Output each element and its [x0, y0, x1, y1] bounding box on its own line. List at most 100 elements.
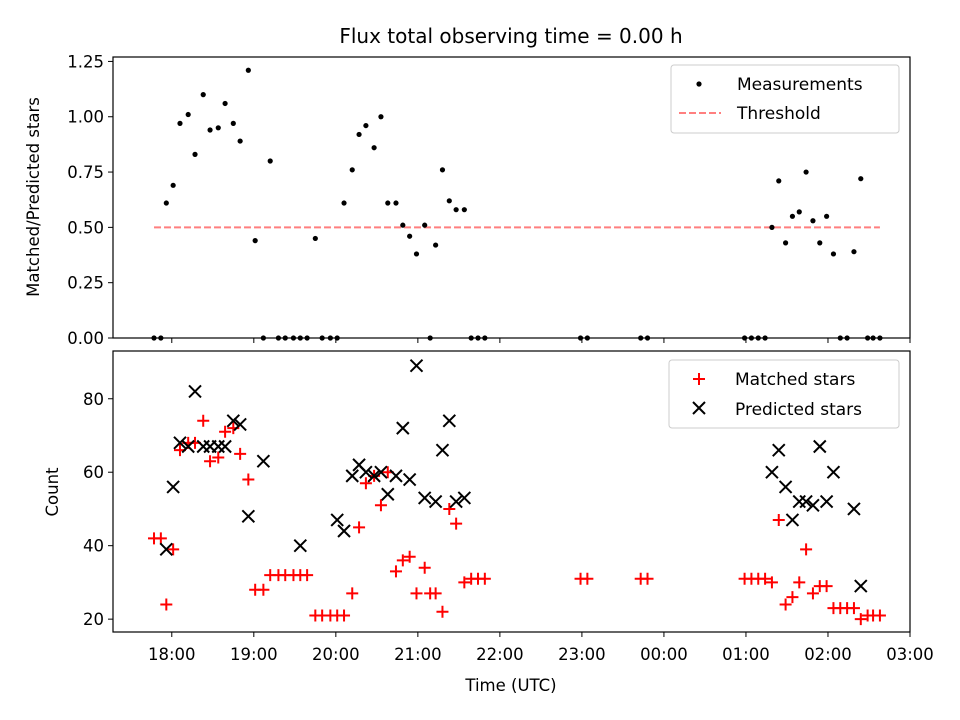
- measurement-point: [341, 200, 347, 206]
- predicted-star-point: [226, 414, 241, 428]
- matched-star-point: [403, 550, 416, 563]
- matched-star-point: [581, 572, 594, 585]
- measurement-point: [422, 222, 428, 228]
- predicted-stars-points: [159, 358, 868, 593]
- x-tick-label: 01:00: [722, 645, 770, 664]
- top-panel: 0.00 0.25 0.50 0.75 1.00 1.25 Matched/Predict…: [24, 52, 911, 348]
- predicted-star-point: [428, 494, 443, 509]
- matched-star-point: [204, 455, 217, 468]
- measurement-point: [433, 242, 439, 248]
- measurement-point: [267, 158, 273, 164]
- measurement-point: [215, 125, 221, 131]
- measurement-point: [230, 120, 236, 126]
- predicted-star-point: [826, 465, 841, 479]
- measurement-point: [803, 169, 809, 175]
- predicted-star-point: [241, 509, 256, 524]
- matched-star-point: [167, 543, 180, 556]
- chart-title: Flux total observing time = 0.00 h: [339, 24, 682, 48]
- matched-star-point: [160, 598, 173, 611]
- predicted-star-point: [402, 472, 417, 487]
- bottom-y-tick-label: 40: [83, 537, 104, 556]
- legend-threshold-label: Threshold: [736, 104, 821, 124]
- matched-star-point: [854, 613, 867, 626]
- predicted-star-point: [374, 465, 388, 479]
- predicted-star-point: [785, 513, 800, 527]
- legend-predicted-label: Predicted stars: [735, 400, 862, 420]
- predicted-star-point: [233, 417, 247, 432]
- matched-star-point: [346, 587, 359, 600]
- measurement-point: [453, 207, 459, 213]
- matched-star-point: [800, 543, 813, 556]
- matched-star-point: [353, 521, 366, 534]
- x-tick-label: 03:00: [886, 645, 934, 664]
- predicted-star-point: [389, 469, 403, 483]
- x-tick-label: 02:00: [804, 645, 852, 664]
- matched-star-point: [458, 576, 471, 589]
- matched-star-point: [779, 598, 792, 611]
- measurement-point: [207, 127, 213, 133]
- top-panel-frame: [112, 56, 911, 339]
- measurement-point: [185, 111, 191, 118]
- bottom-y-axis-label: Count: [43, 467, 62, 517]
- measurement-point: [413, 251, 420, 257]
- top-y-axis-label: Matched/Predicted stars: [24, 97, 43, 297]
- predicted-star-point: [435, 443, 450, 457]
- predicted-star-point: [442, 414, 457, 428]
- x-tick-label: 00:00: [640, 645, 688, 664]
- measurement-point: [830, 251, 837, 257]
- bottom-x-axis: 18:00 19:00 20:00 21:00 22:00 23:00 00:00 01:00…: [148, 632, 934, 664]
- predicted-star-point: [218, 439, 232, 454]
- predicted-star-point: [457, 491, 472, 505]
- measurement-point: [363, 122, 369, 129]
- legend-predicted-marker: [692, 401, 706, 415]
- bottom-legend-box: [668, 359, 900, 429]
- predicted-star-point: [330, 513, 344, 527]
- matched-star-point: [212, 451, 225, 464]
- predicted-star-point: [806, 498, 820, 512]
- measurement-point: [824, 213, 830, 219]
- top-y-tick-label: 0.00: [67, 329, 104, 348]
- measurement-point: [245, 67, 251, 73]
- matched-star-point: [374, 499, 387, 512]
- measurement-point: [858, 176, 864, 182]
- predicted-star-point: [819, 494, 834, 509]
- measurement-point: [177, 120, 183, 126]
- matched-star-point: [219, 425, 232, 438]
- predicted-star-point: [765, 465, 779, 479]
- measurement-point: [170, 182, 176, 188]
- matched-star-point: [772, 513, 785, 526]
- x-axis-label: Time (UTC): [464, 676, 556, 695]
- measurement-point: [796, 209, 802, 215]
- matched-star-point: [197, 414, 210, 427]
- bottom-panel: 20 40 60 80 18:00 19:00 20:00 21:00 22:00 23:00 0…: [43, 350, 934, 695]
- measurement-point: [371, 145, 377, 151]
- matched-star-point: [257, 583, 270, 596]
- top-y-tick-label: 0.50: [67, 218, 104, 237]
- predicted-star-point: [256, 454, 271, 468]
- bottom-y-tick-label: 80: [83, 390, 104, 409]
- matched-star-point: [641, 572, 654, 585]
- measurement-point: [200, 92, 206, 98]
- predicted-star-point: [173, 436, 187, 450]
- measurement-point: [222, 100, 228, 107]
- legend-measurements-label: Measurements: [737, 75, 863, 95]
- top-y-tick-label: 1.00: [67, 108, 104, 127]
- predicted-star-point: [778, 480, 793, 494]
- matched-star-point: [820, 580, 833, 593]
- predicted-star-point: [813, 439, 827, 454]
- bottom-legend: Matched stars Predicted stars: [668, 359, 900, 429]
- measurement-point: [776, 178, 782, 184]
- measurement-point: [782, 240, 789, 246]
- measurement-point: [349, 167, 355, 173]
- measurement-point: [446, 198, 452, 204]
- top-legend-box: [670, 64, 900, 134]
- x-tick-label: 23:00: [558, 645, 606, 664]
- measurement-point: [400, 222, 406, 228]
- x-tick-label: 20:00: [312, 645, 360, 664]
- predicted-star-point: [396, 421, 410, 435]
- x-tick-label: 22:00: [476, 645, 524, 664]
- x-tick-label: 18:00: [148, 645, 196, 664]
- measurement-point: [851, 249, 857, 255]
- bottom-y-tick-label: 60: [83, 463, 104, 482]
